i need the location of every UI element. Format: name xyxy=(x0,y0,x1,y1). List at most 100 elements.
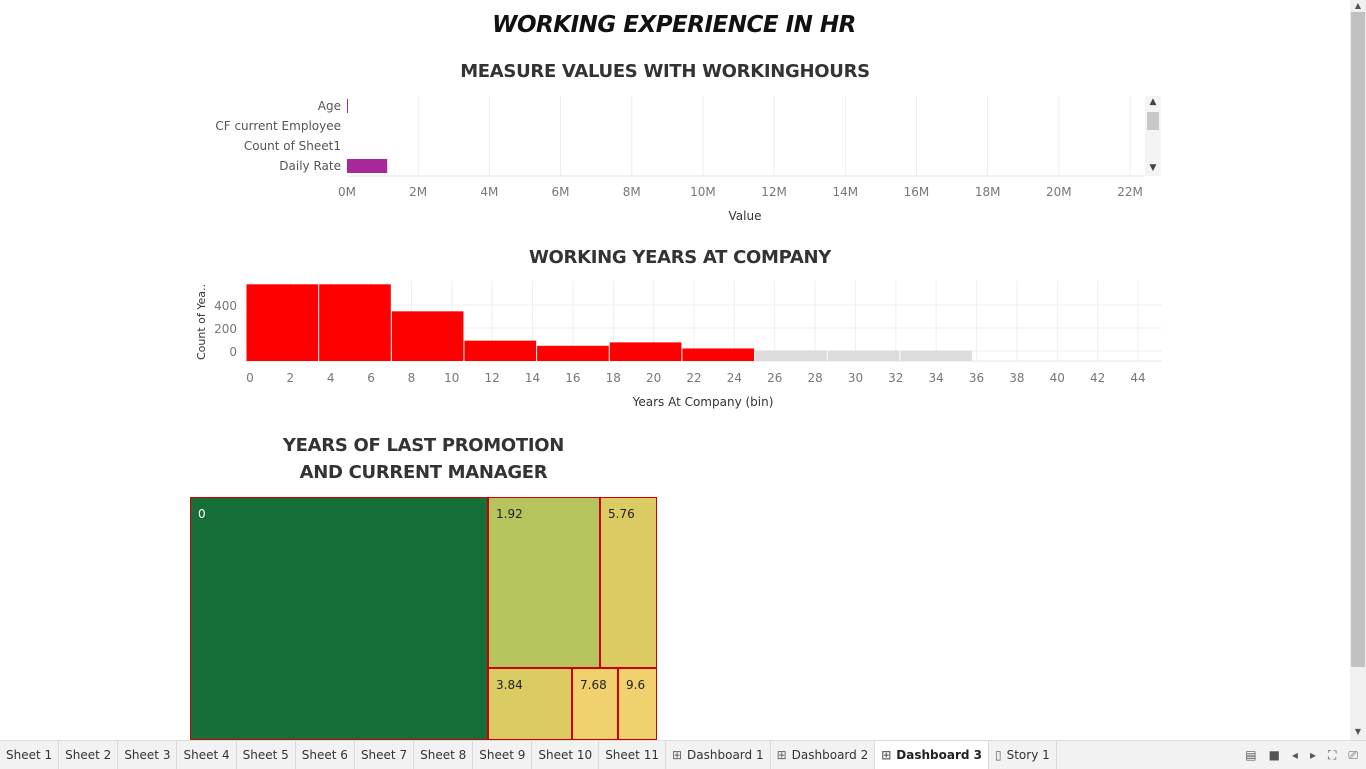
dashboard-scrollbar[interactable]: ▲ ▼ xyxy=(1350,0,1366,740)
treemap-cell-5[interactable] xyxy=(618,668,657,740)
chart3-title-line2: AND CURRENT MANAGER xyxy=(299,462,548,483)
treemap-cell-label: 1.92 xyxy=(496,507,523,521)
chart2-ylabel: Count of Yea.. xyxy=(195,284,208,360)
treemap-cell-label: 3.84 xyxy=(496,678,523,692)
bar-0[interactable] xyxy=(347,99,348,113)
tab-label: Story 1 xyxy=(1006,748,1050,762)
scroll-down-icon[interactable]: ▼ xyxy=(1149,163,1157,173)
x-tick-label: 20 xyxy=(646,371,661,385)
treemap-cell-4[interactable] xyxy=(572,668,618,740)
tab-label: Sheet 1 xyxy=(6,748,53,762)
chart2-x-ticks: 0 2 4 6 8 10 12 14 16 18 20 22 24 26 28 30 32 34 36 38 40 42 4… xyxy=(246,371,1145,385)
histogram-bar-1[interactable] xyxy=(319,284,391,361)
chart1-xlabel: Value xyxy=(729,209,762,223)
tab-sheet-6[interactable]: Sheet 6 xyxy=(296,741,355,769)
tab-dashboard-3[interactable]: ⊞ Dashboard 3 xyxy=(875,741,989,769)
tab-label: Sheet 5 xyxy=(242,748,289,762)
scroll-up-icon[interactable]: ▲ xyxy=(1149,97,1157,107)
x-tick-label: 2 xyxy=(287,371,295,385)
chart2-bars xyxy=(246,284,973,361)
story-icon: ▯ xyxy=(995,748,1002,762)
histogram-bar-0[interactable] xyxy=(246,284,319,361)
chart2-title: WORKING YEARS AT COMPANY xyxy=(529,247,831,268)
measure-values-chart[interactable]: Age CF current Employee Count of Sheet1 Dai… xyxy=(190,90,1150,230)
treemap-cell-label: 5.76 xyxy=(608,507,635,521)
x-tick-label: 38 xyxy=(1009,371,1024,385)
category-label: CF current Employee xyxy=(215,119,341,133)
next-sheet-icon[interactable]: ▸ xyxy=(1309,748,1316,762)
chart1-title: MEASURE VALUES WITH WORKINGHOURS xyxy=(460,61,870,82)
tab-label: Sheet 2 xyxy=(65,748,112,762)
x-tick-label: 16M xyxy=(904,185,930,199)
tab-sheet-2[interactable]: Sheet 2 xyxy=(59,741,119,769)
histogram-bar-4[interactable] xyxy=(537,345,609,361)
chart1-category-labels: Age CF current Employee Count of Sheet1 Dai… xyxy=(215,99,341,173)
treemap-cell-0[interactable] xyxy=(190,497,488,740)
fullscreen-icon[interactable]: ⛶ xyxy=(1327,747,1337,762)
scroll-thumb[interactable] xyxy=(1351,12,1365,667)
x-tick-label: 8 xyxy=(408,371,416,385)
scroll-down-icon[interactable]: ▼ xyxy=(1354,727,1362,736)
tab-label: Sheet 8 xyxy=(420,748,467,762)
tab-label: Dashboard 2 xyxy=(791,748,869,762)
tab-sheet-8[interactable]: Sheet 8 xyxy=(414,741,474,769)
tab-label: Dashboard 1 xyxy=(687,748,764,762)
sheet-tab-bar: Sheet 1 Sheet 2 Sheet 3 Sheet 4 Sheet 5 Sheet… xyxy=(0,740,1366,769)
treemap-cell-label: 0 xyxy=(198,507,206,521)
x-tick-label: 28 xyxy=(807,371,822,385)
bar-3[interactable] xyxy=(347,159,388,173)
promotion-treemap[interactable]: 0 1.92 5.76 3.84 7.68 9.6 xyxy=(190,497,660,740)
x-tick-label: 4M xyxy=(480,185,498,199)
chart2-xlabel: Years At Company (bin) xyxy=(632,395,774,409)
histogram-bar-8[interactable] xyxy=(827,350,900,361)
scroll-up-icon[interactable]: ▲ xyxy=(1354,1,1362,10)
scroll-thumb[interactable] xyxy=(1147,112,1159,130)
histogram-bar-6[interactable] xyxy=(682,348,755,361)
x-tick-label: 6M xyxy=(552,185,570,199)
treemap-cell-label: 7.68 xyxy=(580,678,607,692)
tab-sheet-1[interactable]: Sheet 1 xyxy=(0,741,60,769)
prev-sheet-icon[interactable]: ◂ xyxy=(1291,748,1298,762)
tab-dashboard-1[interactable]: ⊞ Dashboard 1 xyxy=(666,741,771,769)
x-tick-label: 14M xyxy=(832,185,858,199)
tab-dashboard-2[interactable]: ⊞ Dashboard 2 xyxy=(771,741,876,769)
tab-sheet-11[interactable]: Sheet 11 xyxy=(599,741,666,769)
x-tick-label: 12M xyxy=(761,185,787,199)
x-tick-label: 10M xyxy=(690,185,716,199)
show-filmstrip-icon[interactable]: ▤ xyxy=(1245,748,1257,762)
tab-label: Sheet 11 xyxy=(605,748,659,762)
x-tick-label: 6 xyxy=(367,371,375,385)
x-tick-label: 26 xyxy=(767,371,782,385)
chart1-bars xyxy=(347,99,388,173)
treemap-cell-3[interactable] xyxy=(488,668,572,740)
tab-story-1[interactable]: ▯ Story 1 xyxy=(989,741,1057,769)
histogram-bar-5[interactable] xyxy=(609,342,682,361)
x-tick-label: 12 xyxy=(485,371,500,385)
chart1-gridlines xyxy=(347,96,1145,177)
tab-label: Sheet 3 xyxy=(124,748,171,762)
x-tick-label: 40 xyxy=(1050,371,1065,385)
tab-sheet-3[interactable]: Sheet 3 xyxy=(118,741,178,769)
tab-sheet-7[interactable]: Sheet 7 xyxy=(355,741,415,769)
x-tick-label: 16 xyxy=(565,371,580,385)
x-tick-label: 36 xyxy=(969,371,984,385)
show-tabs-icon[interactable]: ■ xyxy=(1268,748,1280,762)
chart1-scrollbar[interactable]: ▲ ▼ xyxy=(1145,96,1161,176)
tab-sheet-4[interactable]: Sheet 4 xyxy=(177,741,237,769)
histogram-bar-7[interactable] xyxy=(755,350,827,361)
histogram-bar-9[interactable] xyxy=(900,350,973,361)
tab-sheet-5[interactable]: Sheet 5 xyxy=(237,741,296,769)
tab-sheet-9[interactable]: Sheet 9 xyxy=(473,741,533,769)
histogram-bar-2[interactable] xyxy=(391,311,464,361)
histogram-bar-3[interactable] xyxy=(464,340,537,361)
tab-sheet-10[interactable]: Sheet 10 xyxy=(532,741,600,769)
dashboard-icon: ⊞ xyxy=(881,748,892,762)
dashboard-title: WORKING EXPERIENCE IN HR xyxy=(492,12,856,38)
treemap-cell-1[interactable] xyxy=(488,497,600,668)
presentation-icon[interactable]: ⎚ xyxy=(1348,747,1358,762)
treemap-cell-2[interactable] xyxy=(600,497,657,668)
x-tick-label: 14 xyxy=(525,371,540,385)
dashboard-icon: ⊞ xyxy=(776,748,787,762)
tab-tools: ▤ ■ ◂ ▸ ⛶ ⎚ xyxy=(1245,741,1358,769)
